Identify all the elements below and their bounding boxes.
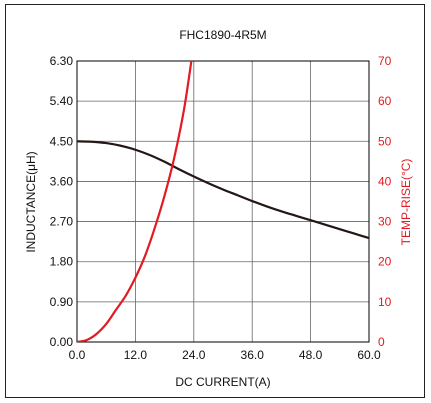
y2-tick-label: 40 <box>378 174 392 188</box>
y2-tick-label: 0 <box>378 335 385 349</box>
y-tick-label: 5.40 <box>50 94 74 108</box>
y2-axis-label: TEMP-RISE(°C) <box>399 159 413 246</box>
grid <box>77 61 369 342</box>
y2-tick-label: 60 <box>378 94 392 108</box>
y2-tick-label: 30 <box>378 215 392 229</box>
x-tick-label: 60.0 <box>357 348 381 362</box>
y2-tick-label: 10 <box>378 295 392 309</box>
x-axis-label: DC CURRENT(A) <box>175 375 270 389</box>
x-tick-label: 12.0 <box>124 348 148 362</box>
y2-tick-label: 20 <box>378 255 392 269</box>
chart-title: FHC1890-4R5M <box>179 28 266 42</box>
y-tick-label: 0.00 <box>50 335 74 349</box>
y-tick-label: 3.60 <box>50 174 74 188</box>
chart-svg: 0.0 12.0 24.0 36.0 48.0 60.0 0.00 0.90 1.80 2.70 3… <box>24 28 413 389</box>
y-axis-label: INDUCTANCE(μH) <box>24 151 38 252</box>
y-tick-label: 2.70 <box>50 215 74 229</box>
chart-frame: 0.0 12.0 24.0 36.0 48.0 60.0 0.00 0.90 1.80 2.70 3… <box>5 4 425 398</box>
inductance-series-line <box>77 140 369 240</box>
y-tick-label: 0.90 <box>50 295 74 309</box>
y2-tick-label: 50 <box>378 134 392 148</box>
plot-area <box>76 60 370 343</box>
y2-tick-label: 70 <box>378 54 392 68</box>
x-tick-label: 0.0 <box>69 348 86 362</box>
x-tick-label: 36.0 <box>241 348 265 362</box>
temp-rise-series-line <box>77 61 193 342</box>
tick-labels: 0.0 12.0 24.0 36.0 48.0 60.0 0.00 0.90 1.80 2.70 3… <box>50 54 392 362</box>
y-tick-label: 1.80 <box>50 255 74 269</box>
x-tick-label: 48.0 <box>299 348 323 362</box>
y-tick-label: 6.30 <box>50 54 74 68</box>
series-layer <box>77 61 369 342</box>
x-tick-label: 24.0 <box>182 348 206 362</box>
y-tick-label: 4.50 <box>50 134 74 148</box>
